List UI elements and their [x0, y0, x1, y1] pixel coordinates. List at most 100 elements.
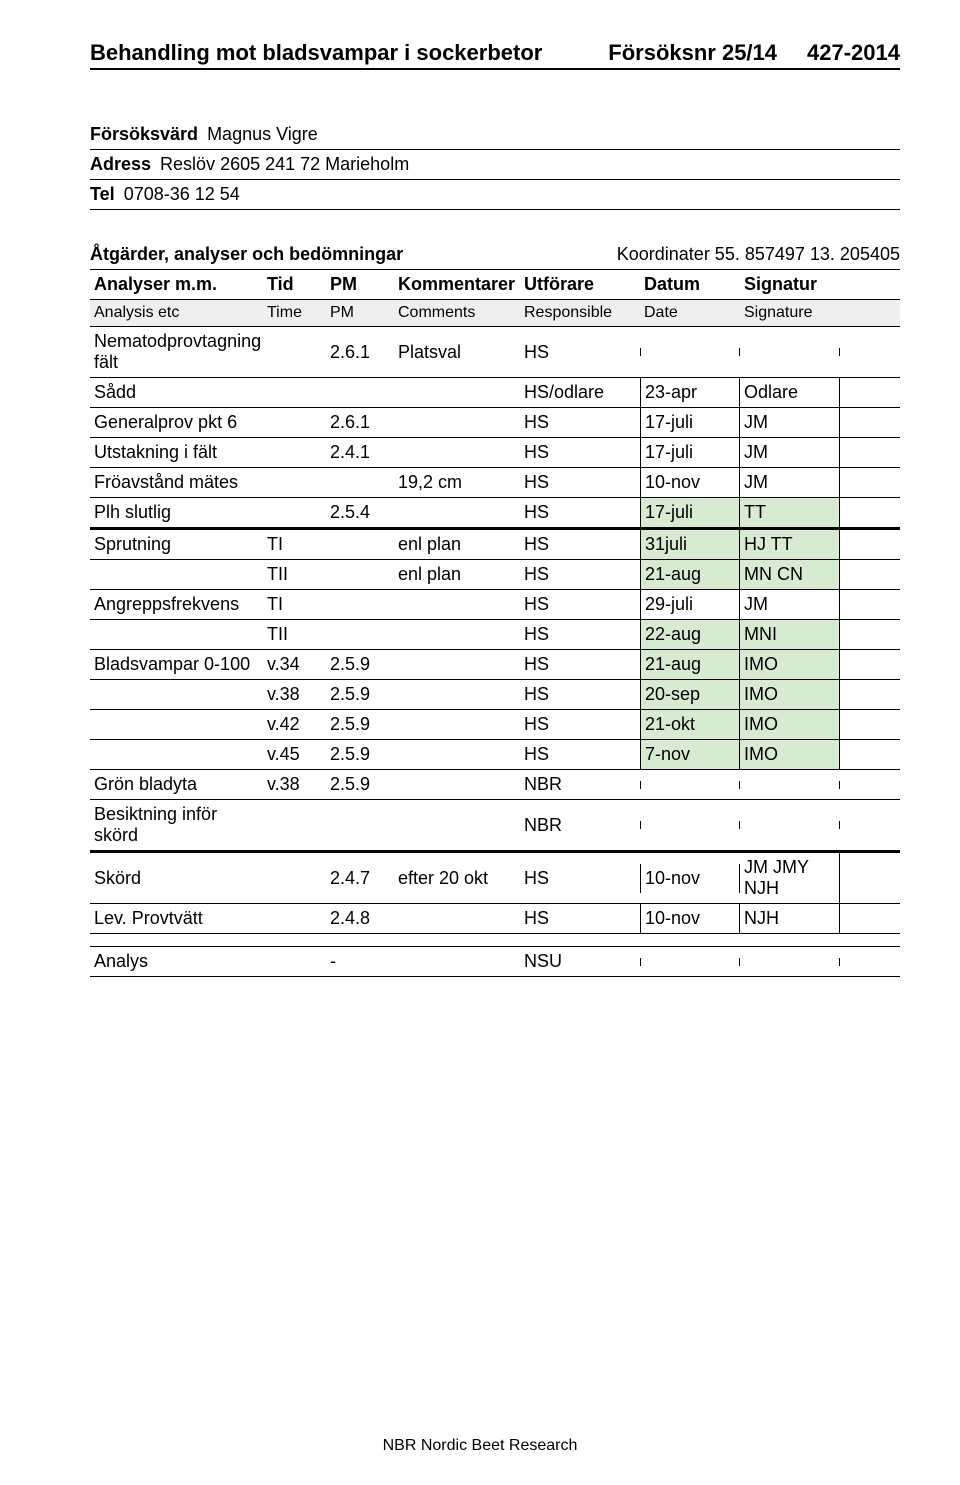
table-row: Skörd2.4.7efter 20 oktHS10-novJM JMY NJH — [90, 853, 900, 904]
tsh-pm: PM — [326, 300, 394, 326]
cell-c6 — [640, 348, 740, 356]
cell-c6: 21-aug — [640, 650, 740, 679]
cell-c3: 2.6.1 — [326, 338, 394, 367]
cell-c4 — [394, 958, 520, 966]
cell-c3 — [326, 821, 394, 829]
cell-c6: 29-juli — [640, 590, 740, 619]
info-block: Försöksvärd Magnus Vigre Adress Reslöv 2… — [90, 120, 900, 210]
cell-c4 — [394, 691, 520, 699]
cell-c1 — [90, 631, 263, 639]
cell-c5: HS — [520, 680, 640, 709]
cell-c6: 22-aug — [640, 620, 740, 649]
cell-c5: HS — [520, 498, 640, 527]
section-right: Koordinater 55. 857497 13. 205405 — [617, 244, 900, 265]
table-row: Bladsvampar 0-100v.342.5.9HS21-augIMO — [90, 650, 900, 680]
cell-c3: 2.5.4 — [326, 498, 394, 527]
cell-c4 — [394, 509, 520, 517]
th-signatur: Signatur — [740, 270, 840, 299]
cell-c5: NSU — [520, 947, 640, 976]
info-address-label: Adress — [90, 154, 151, 174]
th-pm: PM — [326, 270, 394, 299]
cell-c1 — [90, 571, 263, 579]
table-row: Nematodprovtagning fält2.6.1PlatsvalHS — [90, 327, 900, 378]
cell-c6: 7-nov — [640, 740, 740, 769]
cell-c2 — [263, 348, 326, 356]
cell-c5: HS — [520, 904, 640, 933]
cell-c2 — [263, 821, 326, 829]
table-row: Lev. Provtvätt2.4.8HS10-novNJH — [90, 904, 900, 934]
tsh-signature: Signature — [740, 300, 840, 326]
cell-c4 — [394, 631, 520, 639]
cell-c4: Platsval — [394, 338, 520, 367]
info-tel-row: Tel 0708-36 12 54 — [90, 180, 900, 210]
cell-c3: 2.5.9 — [326, 680, 394, 709]
section-header: Åtgärder, analyser och bedömningar Koord… — [90, 240, 900, 270]
cell-c1: Lev. Provtvätt — [90, 904, 263, 933]
table-row: Generalprov pkt 62.6.1HS17-juliJM — [90, 408, 900, 438]
cell-c7 — [740, 821, 840, 829]
cell-c6: 21-aug — [640, 560, 740, 589]
cell-c3: 2.5.9 — [326, 740, 394, 769]
cell-c2 — [263, 449, 326, 457]
cell-c2 — [263, 389, 326, 397]
cell-c6: 31juli — [640, 530, 740, 559]
cell-c5: HS — [520, 740, 640, 769]
cell-c6 — [640, 781, 740, 789]
cell-c5: HS — [520, 864, 640, 893]
cell-c7: NJH — [740, 904, 840, 933]
cell-c7: JM — [740, 408, 840, 437]
cell-c4 — [394, 601, 520, 609]
cell-c6: 21-okt — [640, 710, 740, 739]
info-address-row: Adress Reslöv 2605 241 72 Marieholm — [90, 150, 900, 180]
cell-c3: 2.5.9 — [326, 710, 394, 739]
th-utforare: Utförare — [520, 270, 640, 299]
cell-c4: enl plan — [394, 530, 520, 559]
cell-c5: HS — [520, 620, 640, 649]
cell-c3: - — [326, 947, 394, 976]
trial-number: Försöksnr 25/14 — [608, 40, 777, 66]
cell-c2: v.45 — [263, 740, 326, 769]
cell-c5: HS — [520, 560, 640, 589]
cell-c3: 2.6.1 — [326, 408, 394, 437]
cell-c5: HS — [520, 710, 640, 739]
th-analyser: Analyser m.m. — [90, 270, 263, 299]
cell-c1: Generalprov pkt 6 — [90, 408, 263, 437]
cell-c4 — [394, 781, 520, 789]
cell-c4 — [394, 751, 520, 759]
cell-c4 — [394, 419, 520, 427]
info-host-value: Magnus Vigre — [207, 124, 318, 144]
cell-c7 — [740, 348, 840, 356]
cell-c4 — [394, 661, 520, 669]
header-right: Försöksnr 25/14 427-2014 — [608, 40, 900, 66]
cell-c7: JM — [740, 468, 840, 497]
th-tid: Tid — [263, 270, 326, 299]
cell-c3: 2.5.9 — [326, 650, 394, 679]
cell-c3 — [326, 601, 394, 609]
cell-c4 — [394, 721, 520, 729]
section-left: Åtgärder, analyser och bedömningar — [90, 244, 403, 265]
table-row: Plh slutlig2.5.4HS17-juliTT — [90, 498, 900, 528]
table-row: v.422.5.9HS21-oktIMO — [90, 710, 900, 740]
document-code: 427-2014 — [807, 40, 900, 66]
cell-c6: 20-sep — [640, 680, 740, 709]
cell-c2 — [263, 509, 326, 517]
cell-c2 — [263, 874, 326, 882]
footer-text: NBR Nordic Beet Research — [0, 1437, 960, 1455]
cell-c3 — [326, 541, 394, 549]
cell-c5: NBR — [520, 770, 640, 799]
cell-c3 — [326, 389, 394, 397]
table-row: TIIenl planHS21-augMN CN — [90, 560, 900, 590]
cell-c1: Besiktning inför skörd — [90, 800, 263, 850]
cell-c1: Fröavstånd mätes — [90, 468, 263, 497]
cell-c2: TI — [263, 590, 326, 619]
cell-c5: HS — [520, 530, 640, 559]
cell-c2: v.38 — [263, 680, 326, 709]
tsh-analysis: Analysis etc — [90, 300, 263, 326]
cell-c1: Utstakning i fält — [90, 438, 263, 467]
cell-c3: 2.4.8 — [326, 904, 394, 933]
table-row: v.382.5.9 HS20-sepIMO — [90, 680, 900, 710]
header: Behandling mot bladsvampar i sockerbetor… — [90, 40, 900, 70]
cell-c4 — [394, 915, 520, 923]
cell-c7: JM JMY NJH — [740, 853, 840, 903]
cell-c7: IMO — [740, 680, 840, 709]
